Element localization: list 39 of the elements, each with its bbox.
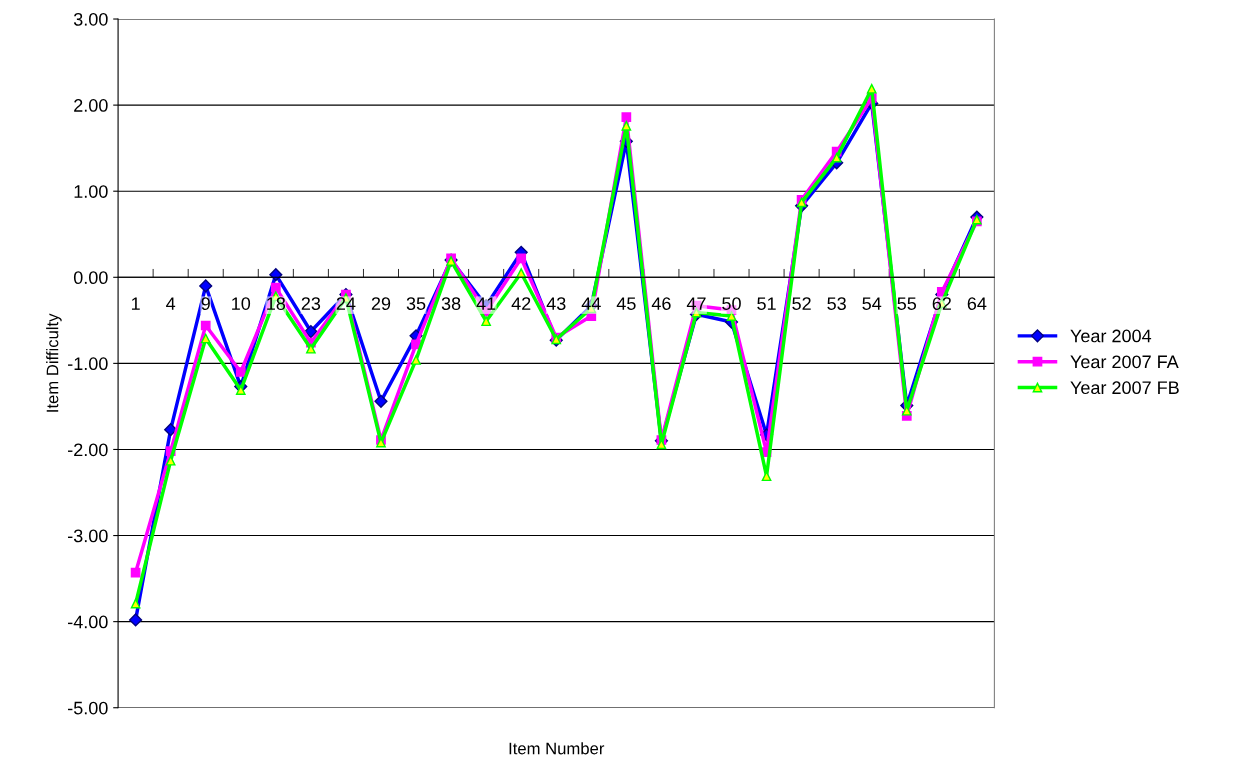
x-tick-label: 46 bbox=[651, 297, 671, 310]
y-tick-label: 2.00 bbox=[74, 99, 108, 112]
x-tick-label: 41 bbox=[476, 297, 496, 310]
x-tick-label: 24 bbox=[336, 297, 356, 310]
legend-label: Year 2004 bbox=[1070, 329, 1152, 343]
x-tick-label: 10 bbox=[232, 297, 251, 310]
y-tick-label: -4.00 bbox=[68, 615, 108, 629]
x-tick-label: 44 bbox=[581, 297, 601, 310]
x-tick-label: 29 bbox=[371, 297, 391, 310]
y-tick-label: 1.00 bbox=[74, 185, 108, 198]
x-tick-label: 4 bbox=[166, 297, 176, 310]
y-tick-label: -1.00 bbox=[68, 357, 108, 371]
x-tick-label: 62 bbox=[932, 297, 951, 310]
x-tick-label: 35 bbox=[406, 297, 426, 310]
x-tick-label: 18 bbox=[267, 297, 286, 310]
x-tick-label: 50 bbox=[722, 297, 741, 310]
y-tick-label: -5.00 bbox=[68, 701, 108, 715]
legend-label: Year 2007 FA bbox=[1070, 355, 1179, 369]
x-axis-title: Item Number bbox=[509, 742, 605, 755]
x-tick-label: 23 bbox=[301, 297, 321, 310]
x-tick-label: 45 bbox=[616, 297, 636, 310]
y-tick-label: -2.00 bbox=[68, 443, 108, 457]
y-tick-label: -3.00 bbox=[68, 529, 108, 543]
x-tick-label: 52 bbox=[792, 297, 811, 310]
x-tick-label: 64 bbox=[967, 297, 987, 310]
y-axis-title: Item Difficulty bbox=[46, 313, 62, 412]
x-tick-label: 1 bbox=[131, 297, 140, 310]
x-tick-label: 9 bbox=[201, 297, 210, 310]
x-tick-label: 54 bbox=[862, 297, 882, 310]
x-tick-label: 55 bbox=[897, 297, 917, 310]
legend-label: Year 2007 FB bbox=[1070, 381, 1179, 395]
y-tick-label: 0.00 bbox=[73, 271, 108, 285]
x-tick-label: 51 bbox=[757, 297, 776, 310]
x-tick-label: 38 bbox=[441, 297, 461, 310]
x-tick-label: 47 bbox=[686, 297, 706, 310]
x-tick-label: 42 bbox=[511, 297, 531, 310]
x-tick-label: 43 bbox=[546, 297, 566, 310]
x-tick-label: 53 bbox=[827, 297, 846, 310]
y-tick-label: 3.00 bbox=[73, 12, 108, 26]
